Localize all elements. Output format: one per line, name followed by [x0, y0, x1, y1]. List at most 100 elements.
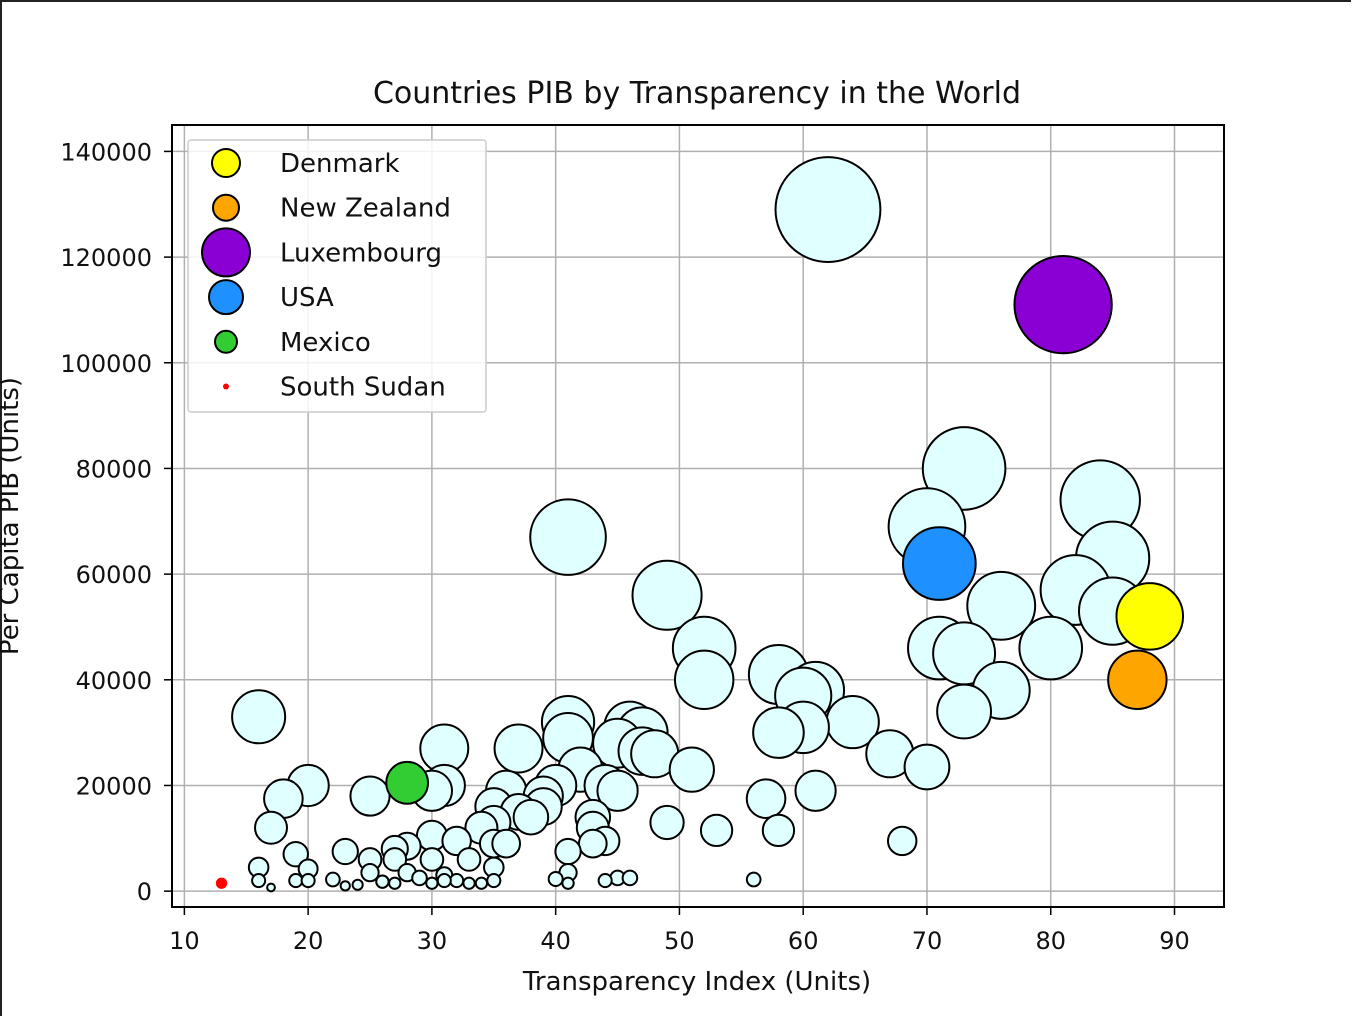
x-tick-label: 60 [788, 927, 819, 955]
x-tick-label: 50 [664, 927, 695, 955]
legend-box [187, 139, 487, 413]
country-bubble [886, 825, 918, 857]
y-tick-label: 40000 [76, 667, 152, 695]
legend-label: South Sudan [280, 373, 446, 403]
x-axis-title: Transparency Index (Units) [522, 967, 871, 997]
x-tick-label: 90 [1159, 927, 1190, 955]
country-bubble [493, 723, 544, 774]
country-bubble [745, 778, 787, 819]
country-bubble [349, 775, 391, 817]
y-tick-label: 20000 [76, 772, 152, 800]
country-bubble [382, 847, 408, 872]
country-bubble [231, 689, 287, 745]
bubble-layer [215, 156, 1185, 893]
legend-marker [212, 193, 240, 222]
country-bubble [512, 798, 550, 836]
legend-marker [208, 279, 244, 316]
legend-label: Denmark [280, 149, 400, 179]
country-bubble [436, 873, 452, 889]
highlight-bubble-luxembourg [1013, 255, 1113, 355]
legend-marker [214, 329, 238, 354]
x-tick-label: 30 [417, 927, 448, 955]
country-bubble [251, 873, 267, 889]
country-bubble [1018, 615, 1084, 681]
country-bubble [331, 837, 359, 866]
legend-marker [223, 383, 229, 390]
country-bubble [441, 825, 472, 857]
x-axis-ticks: 10 20 30 40 50 60 70 80 90 [169, 907, 1190, 955]
legend-marker [211, 148, 241, 178]
country-bubble [699, 813, 734, 848]
chart-title: Countries PIB by Transparency in the Wor… [373, 76, 1021, 111]
country-bubble [596, 769, 639, 812]
country-bubble [388, 876, 402, 890]
y-tick-label: 100000 [60, 350, 152, 378]
country-bubble [649, 804, 685, 841]
country-bubble [419, 847, 445, 872]
country-bubble [921, 426, 1007, 511]
y-tick-label: 120000 [60, 244, 152, 272]
country-bubble [966, 570, 1037, 641]
highlight-bubble-denmark [1115, 582, 1185, 651]
country-bubble [631, 559, 703, 631]
country-bubble [554, 837, 582, 866]
y-tick-label: 140000 [60, 138, 152, 166]
country-bubble [474, 876, 489, 890]
legend: Denmark New Zealand Luxembourg USA Mexico Sou… [187, 139, 487, 413]
x-tick-label: 80 [1035, 927, 1066, 955]
y-tick-label: 80000 [76, 455, 152, 483]
y-axis-title: Per Capita PIB (Units) [0, 377, 25, 655]
country-bubble [325, 871, 341, 888]
country-bubble [752, 706, 805, 759]
country-bubble [351, 878, 364, 891]
country-bubble [486, 873, 502, 889]
country-bubble [411, 869, 428, 887]
country-bubble [936, 683, 993, 740]
plot-frame [171, 124, 1225, 908]
x-tick-label: 10 [169, 927, 200, 955]
country-bubble [621, 869, 639, 887]
y-tick-label: 0 [137, 878, 152, 906]
country-bubble [300, 873, 316, 889]
legend-label: USA [280, 283, 334, 313]
highlight-bubble-usa [901, 526, 977, 601]
highlight-bubble-south-sudan [215, 877, 228, 889]
legend-label: New Zealand [280, 194, 451, 224]
country-bubble [761, 813, 796, 848]
highlight-bubble-new-zealand [1107, 649, 1168, 710]
country-bubble [745, 871, 762, 888]
country-bubble [903, 743, 951, 791]
legend-label: Mexico [280, 328, 371, 358]
country-bubble [547, 870, 564, 887]
x-tick-label: 70 [912, 927, 943, 955]
country-bubble [673, 649, 735, 710]
country-bubble [254, 810, 289, 845]
y-tick-label: 60000 [76, 561, 152, 589]
country-bubble [577, 828, 608, 859]
country-bubble [491, 828, 522, 859]
country-bubble [288, 873, 304, 889]
country-bubble [449, 873, 465, 889]
x-tick-label: 40 [540, 927, 571, 955]
legend-label: Luxembourg [280, 238, 442, 268]
country-bubble [425, 876, 439, 890]
legend-marker [201, 227, 251, 278]
country-bubble [561, 876, 575, 890]
y-axis-ticks: 0 20000 40000 60000 80000 100000 120000 140000 [60, 138, 172, 906]
country-bubble [360, 863, 380, 883]
country-bubble [529, 498, 607, 576]
country-bubble [774, 156, 882, 263]
country-bubble [668, 746, 715, 793]
country-bubble [266, 882, 276, 893]
country-bubble [339, 880, 351, 892]
highlight-bubble-mexico [385, 760, 430, 805]
country-bubble [597, 873, 613, 889]
country-bubble [462, 876, 476, 890]
country-bubble [375, 874, 390, 889]
country-bubble [456, 847, 482, 872]
country-bubble [794, 769, 837, 812]
country-bubble [282, 840, 309, 868]
x-tick-label: 20 [293, 927, 324, 955]
